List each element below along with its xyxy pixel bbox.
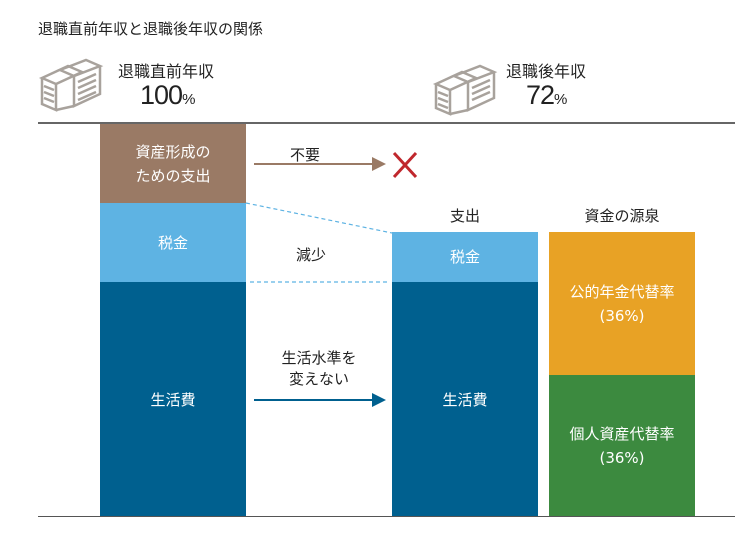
- private-asset-segment: 個人資産代替率 (36%): [549, 375, 695, 517]
- decrease-label: 減少: [296, 246, 327, 264]
- before-income-percent: 100%: [140, 80, 195, 110]
- unneeded-label: 不要: [290, 146, 321, 164]
- dashed-connectors: [246, 202, 392, 283]
- before-income-label: 退職直前年収: [118, 62, 215, 81]
- cross-icon: [392, 151, 418, 179]
- living-cost-segment-after: 生活費: [392, 282, 538, 517]
- after-income-percent: 72%: [526, 80, 567, 110]
- arrow-unneeded: [254, 151, 418, 179]
- money-stack-icon: [432, 64, 498, 116]
- top-divider: [38, 122, 735, 124]
- spend-header: 支出: [449, 207, 480, 225]
- tax-segment-after: 税金: [392, 232, 538, 282]
- tax-segment-before: 税金: [100, 203, 246, 282]
- public-pension-segment: 公的年金代替率 (36%): [549, 232, 695, 375]
- baseline: [38, 516, 735, 517]
- arrow-keep: [254, 393, 386, 407]
- living-cost-segment-before: 生活費: [100, 282, 246, 517]
- money-stack-icon: [38, 58, 104, 112]
- asset-building-segment: 資産形成の ための支出: [100, 124, 246, 203]
- after-income-label: 退職後年収: [506, 62, 587, 81]
- diagram-title: 退職直前年収と退職後年収の関係: [38, 20, 264, 38]
- keep-lifestyle-label: 生活水準を 変えない: [281, 349, 357, 388]
- source-header: 資金の源泉: [584, 207, 660, 225]
